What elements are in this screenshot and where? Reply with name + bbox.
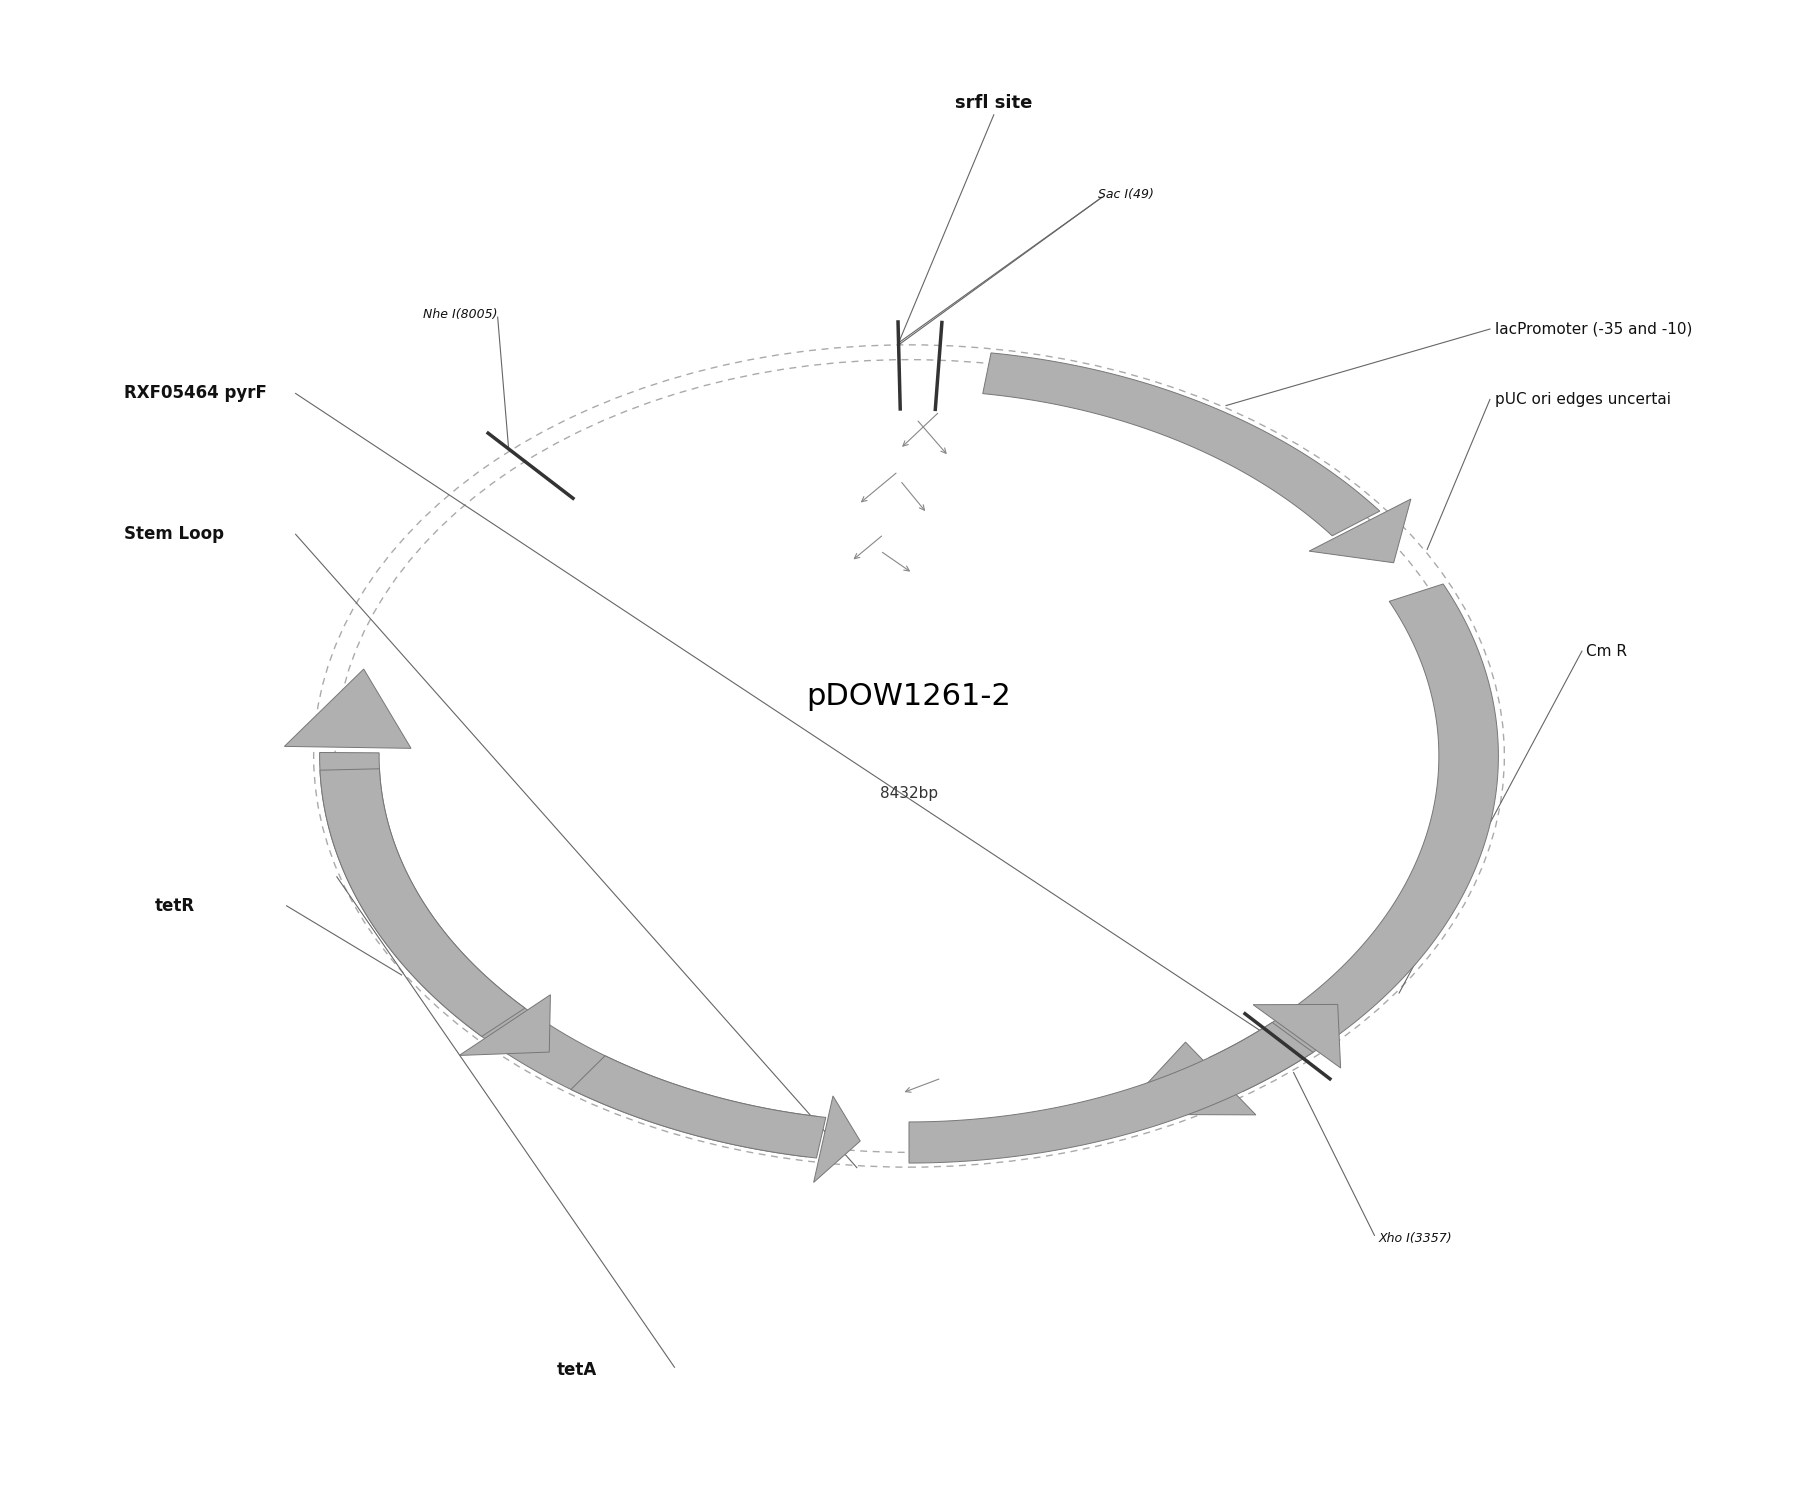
Polygon shape [1209,584,1498,1092]
Text: tetA: tetA [556,1361,598,1379]
Polygon shape [320,753,816,1157]
Text: Sac I(49): Sac I(49) [1098,187,1154,201]
Text: srfl site: srfl site [954,94,1033,112]
Polygon shape [984,352,1380,535]
Text: tetR: tetR [155,897,195,915]
Polygon shape [1309,499,1411,562]
Polygon shape [909,1022,1313,1163]
Text: RXF05464 pyrF: RXF05464 pyrF [124,384,267,402]
Polygon shape [1118,1042,1256,1114]
Text: pDOW1261-2: pDOW1261-2 [807,682,1011,711]
Text: pUC ori edges uncertai: pUC ori edges uncertai [1496,392,1671,407]
Polygon shape [571,1055,825,1158]
Polygon shape [460,995,551,1055]
Polygon shape [1253,1004,1340,1067]
Polygon shape [814,1096,860,1182]
Text: Cm R: Cm R [1585,644,1627,659]
Text: Xho I(3357): Xho I(3357) [1378,1232,1453,1244]
Text: lacPromoter (-35 and -10): lacPromoter (-35 and -10) [1496,322,1693,337]
Text: Stem Loop: Stem Loop [124,525,224,543]
Text: Nhe I(8005): Nhe I(8005) [424,307,498,321]
Polygon shape [284,668,411,748]
Polygon shape [320,768,525,1036]
Text: 8432bp: 8432bp [880,786,938,801]
